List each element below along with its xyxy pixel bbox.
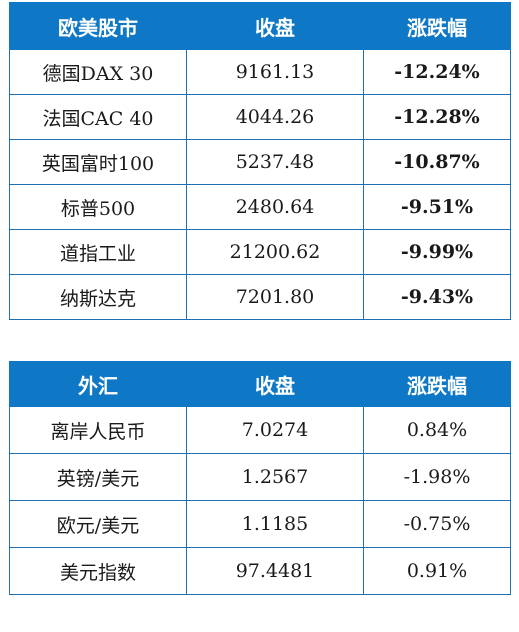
change-percent: -12.24%: [363, 49, 511, 95]
close-value: 7201.80: [186, 274, 364, 320]
table-row: 德国DAX 30 9161.13 -12.24%: [9, 49, 511, 95]
close-value: 5237.48: [186, 139, 364, 185]
change-percent: -9.51%: [363, 184, 511, 230]
table-row: 离岸人民币 7.0274 0.84%: [9, 406, 511, 454]
table-row: 英镑/美元 1.2567 -1.98%: [9, 453, 511, 501]
close-value: 9161.13: [186, 49, 364, 95]
close-value: 4044.26: [186, 94, 364, 140]
table-row: 纳斯达克 7201.80 -9.43%: [9, 274, 511, 320]
column-header-market: 欧美股市: [9, 2, 187, 50]
index-name: 法国CAC 40: [9, 94, 187, 140]
close-value: 21200.62: [186, 229, 364, 275]
index-name: 纳斯达克: [9, 274, 187, 320]
table-row: 道指工业 21200.62 -9.99%: [9, 229, 511, 275]
close-value: 1.2567: [186, 453, 364, 501]
change-percent: -9.99%: [363, 229, 511, 275]
change-percent: -0.75%: [363, 500, 511, 548]
close-value: 97.4481: [186, 547, 364, 595]
currency-name: 美元指数: [9, 547, 187, 595]
table-header-row: 外汇 收盘 涨跌幅: [9, 361, 511, 407]
column-header-close: 收盘: [186, 2, 364, 50]
index-name: 英国富时100: [9, 139, 187, 185]
change-percent: 0.91%: [363, 547, 511, 595]
change-percent: -10.87%: [363, 139, 511, 185]
table-row: 美元指数 97.4481 0.91%: [9, 547, 511, 595]
change-percent: 0.84%: [363, 406, 511, 454]
forex-table: 外汇 收盘 涨跌幅 离岸人民币 7.0274 0.84% 英镑/美元 1.256…: [9, 361, 511, 595]
table-row: 英国富时100 5237.48 -10.87%: [9, 139, 511, 185]
currency-name: 离岸人民币: [9, 406, 187, 454]
index-name: 道指工业: [9, 229, 187, 275]
close-value: 1.1185: [186, 500, 364, 548]
close-value: 7.0274: [186, 406, 364, 454]
table-row: 欧元/美元 1.1185 -0.75%: [9, 500, 511, 548]
currency-name: 英镑/美元: [9, 453, 187, 501]
table-row: 标普500 2480.64 -9.51%: [9, 184, 511, 230]
column-header-close: 收盘: [186, 361, 364, 407]
change-percent: -9.43%: [363, 274, 511, 320]
currency-name: 欧元/美元: [9, 500, 187, 548]
close-value: 2480.64: [186, 184, 364, 230]
column-header-change: 涨跌幅: [363, 2, 511, 50]
column-header-change: 涨跌幅: [363, 361, 511, 407]
table-row: 法国CAC 40 4044.26 -12.28%: [9, 94, 511, 140]
index-name: 标普500: [9, 184, 187, 230]
change-percent: -12.28%: [363, 94, 511, 140]
index-name: 德国DAX 30: [9, 49, 187, 95]
change-percent: -1.98%: [363, 453, 511, 501]
column-header-forex: 外汇: [9, 361, 187, 407]
table-header-row: 欧美股市 收盘 涨跌幅: [9, 2, 511, 50]
equity-indices-table: 欧美股市 收盘 涨跌幅 德国DAX 30 9161.13 -12.24% 法国C…: [9, 2, 511, 320]
